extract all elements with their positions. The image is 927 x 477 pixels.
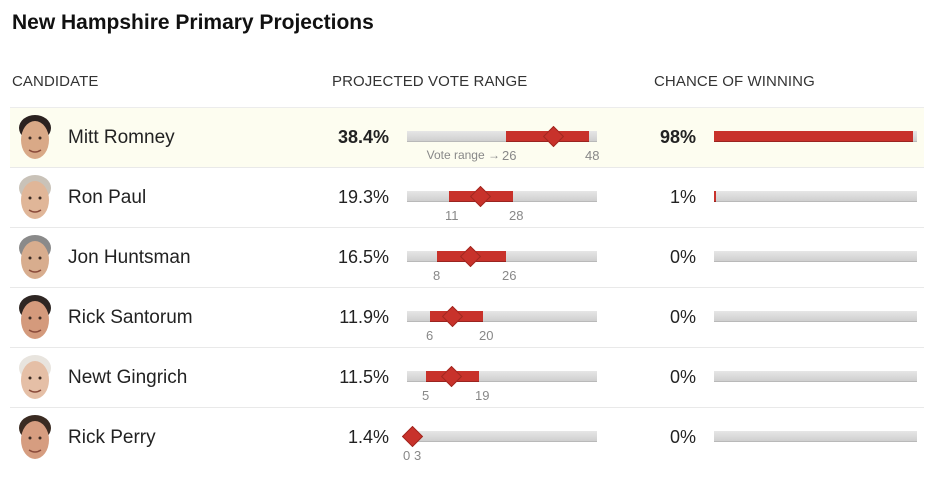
vote-range-background xyxy=(407,131,597,142)
chance-of-winning-value: 0% xyxy=(669,427,696,447)
chance-of-winning-bar xyxy=(714,131,913,142)
projection-table: Mitt Romney 38.4% Vote range → 26 48 98% Ron P… xyxy=(10,107,924,467)
projected-vote-marker[interactable] xyxy=(469,185,492,208)
projected-vote-value: 1.4% xyxy=(347,427,389,447)
candidate-name: Rick Perry xyxy=(68,427,156,448)
candidate-name: Ron Paul xyxy=(68,187,147,208)
projected-vote-value: 11.5% xyxy=(339,367,389,387)
chance-of-winning-value: 0% xyxy=(669,247,696,267)
projected-vote-value: 19.3% xyxy=(337,187,389,207)
vote-range-low-label: 0 xyxy=(403,448,411,463)
column-header-chance: CHANCE OF WINNING xyxy=(654,73,815,90)
projected-vote-value: 38.4% xyxy=(337,127,389,147)
candidate-avatar xyxy=(19,175,51,219)
candidate-avatar xyxy=(19,355,51,399)
column-header-vote-range: PROJECTED VOTE RANGE xyxy=(332,73,528,90)
projected-vote-value: 16.5% xyxy=(337,247,389,267)
chance-of-winning-track xyxy=(714,131,917,142)
candidate-avatar xyxy=(19,235,51,279)
vote-range-low-label: 6 xyxy=(426,328,434,343)
projected-vote-marker[interactable] xyxy=(441,305,464,328)
vote-range-high-label: 3 xyxy=(414,448,422,463)
column-header-candidate: CANDIDATE xyxy=(12,73,99,90)
projected-vote-value: 11.9% xyxy=(339,307,389,327)
candidate-name: Rick Santorum xyxy=(68,307,193,328)
projected-vote-marker[interactable] xyxy=(542,125,565,148)
candidate-name: Mitt Romney xyxy=(68,127,175,148)
vote-range-background xyxy=(407,311,597,322)
vote-range-track: Vote range → 26 48 xyxy=(407,108,600,167)
page-title: New Hampshire Primary Projections xyxy=(12,11,374,34)
vote-range-high-label: 19 xyxy=(475,388,490,403)
chance-of-winning-track xyxy=(714,191,917,202)
candidate-avatar xyxy=(19,295,51,339)
chance-of-winning-background xyxy=(714,251,917,262)
vote-range-low-label: 5 xyxy=(422,388,430,403)
chance-of-winning-background xyxy=(714,371,917,382)
chance-of-winning-track xyxy=(714,311,917,322)
vote-range-high-label: 28 xyxy=(509,208,524,223)
chance-of-winning-background xyxy=(714,431,917,442)
vote-range-track: 6 20 xyxy=(407,288,597,347)
vote-range-low-label: 8 xyxy=(433,268,441,283)
vote-range-high-label: 20 xyxy=(479,328,494,343)
chance-of-winning-track xyxy=(714,431,917,442)
chance-of-winning-bar xyxy=(714,191,716,202)
projected-vote-marker[interactable] xyxy=(401,425,424,448)
table-row[interactable]: Rick Santorum 11.9% 6 20 0% xyxy=(10,287,924,347)
vote-range-high-label: 26 xyxy=(502,268,517,283)
projected-vote-marker[interactable] xyxy=(459,245,482,268)
vote-range-background xyxy=(407,371,597,382)
candidate-avatar xyxy=(19,115,51,159)
vote-range-track: 8 26 xyxy=(407,228,597,287)
chance-of-winning-value: 98% xyxy=(659,127,696,147)
vote-range-track: 11 28 xyxy=(407,168,597,227)
vote-range-low-label: 26 xyxy=(502,148,517,163)
chance-of-winning-track xyxy=(714,251,917,262)
chance-of-winning-value: 0% xyxy=(669,307,696,327)
vote-range-low-label: 11 xyxy=(445,208,459,223)
table-row[interactable]: Newt Gingrich 11.5% 5 19 0% xyxy=(10,347,924,407)
table-row[interactable]: Rick Perry 1.4% 0 3 0% xyxy=(10,407,924,467)
vote-range-background xyxy=(407,431,597,442)
table-row[interactable]: Jon Huntsman 16.5% 8 26 0% xyxy=(10,227,924,287)
projected-vote-marker[interactable] xyxy=(440,365,463,388)
candidate-avatar xyxy=(19,415,51,459)
vote-range-track: 5 19 xyxy=(407,348,597,407)
chance-of-winning-background xyxy=(714,311,917,322)
vote-range-high-label: 48 xyxy=(585,148,600,163)
table-row[interactable]: Ron Paul 19.3% 11 28 1% xyxy=(10,167,924,227)
chance-of-winning-value: 1% xyxy=(669,187,696,207)
chance-of-winning-value: 0% xyxy=(669,367,696,387)
vote-range-caption: Vote range → xyxy=(426,148,500,162)
candidate-name: Jon Huntsman xyxy=(68,247,191,268)
chance-of-winning-background xyxy=(714,191,917,202)
candidate-name: Newt Gingrich xyxy=(68,367,188,388)
table-row[interactable]: Mitt Romney 38.4% Vote range → 26 48 98% xyxy=(10,107,924,167)
chance-of-winning-track xyxy=(714,371,917,382)
